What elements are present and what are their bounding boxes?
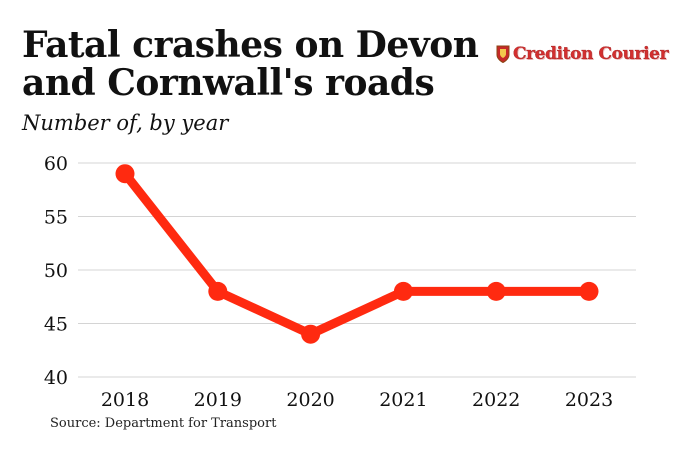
- x-tick-label: 2018: [101, 389, 149, 411]
- x-tick-label: 2019: [194, 389, 242, 411]
- y-tick-label: 40: [44, 367, 68, 389]
- data-point: [393, 281, 413, 301]
- x-tick-label: 2021: [379, 389, 427, 411]
- y-tick-label: 45: [44, 314, 68, 336]
- x-axis: 2018 2019 2020 2021 2022 2023: [101, 389, 613, 411]
- y-tick-label: 55: [44, 207, 68, 229]
- brand-logo: Crediton Courier: [496, 44, 669, 64]
- logo-wordmark: Crediton Courier: [513, 44, 669, 64]
- y-tick-label: 50: [44, 260, 68, 282]
- y-tick-label: 60: [44, 153, 68, 175]
- crest-icon: [496, 45, 510, 64]
- data-point: [115, 164, 135, 184]
- data-point: [486, 281, 506, 301]
- data-point: [301, 324, 321, 344]
- gridlines: [78, 162, 636, 378]
- y-axis: 40 45 50 55 60: [44, 153, 68, 389]
- x-tick-label: 2023: [565, 389, 613, 411]
- x-tick-label: 2020: [286, 389, 334, 411]
- source-note: Source: Department for Transport: [50, 416, 277, 431]
- x-tick-label: 2022: [472, 389, 520, 411]
- series-line: [120, 169, 594, 339]
- data-point: [208, 281, 228, 301]
- series-fatal-crashes: [115, 164, 599, 344]
- chart-title: Fatal crashes on Devon and Cornwall's ro…: [22, 24, 479, 104]
- chart-subtitle: Number of, by year: [22, 111, 229, 135]
- data-point: [579, 281, 599, 301]
